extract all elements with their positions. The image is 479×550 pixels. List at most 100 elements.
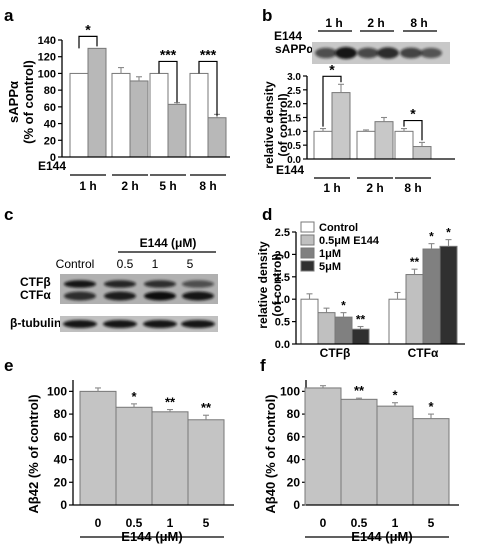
panel-e-y-tick-label: 100 (47, 384, 67, 398)
panel-b-top-time-label: 2 h (367, 16, 384, 30)
panel-a-y-tick-label: 80 (44, 85, 56, 97)
panel-d-y-axis: 0.0 0.5 1.0 1.5 2.0 2.5 (275, 227, 297, 351)
panel-a-y-tick-label: 140 (38, 35, 56, 47)
panel-a-y-tick-label: 20 (44, 135, 56, 147)
panel-b-category-label: 2 h (366, 181, 383, 195)
panel-a-category-label: 2 h (121, 179, 138, 193)
panel-d-ylabel-line2: (of control) (270, 253, 284, 316)
panel-b-treatment-label-top: E144 (274, 29, 302, 43)
panel-b-minus-bar (313, 130, 333, 160)
panel-d-significance-label: ** (356, 313, 366, 327)
panel-c-treatment-header: E144 (μM) (140, 236, 197, 250)
panel-b-blot-band (315, 47, 337, 59)
panel-e-bar (79, 390, 117, 506)
panel-a-minus-bar (149, 72, 169, 158)
panel-d-ylabel-line1: relative density (256, 241, 270, 329)
panel-c-lane-label: 1 (152, 257, 159, 271)
panel-d-series-3-bar (439, 245, 458, 345)
panel-e-category-label: 5 (203, 516, 210, 530)
panel-c-band-ctfa (144, 291, 176, 301)
panel-f-category-label: 0.5 (351, 516, 368, 530)
panel-a-plus-bar (167, 103, 187, 158)
panel-e-bar (151, 411, 189, 506)
panel-c-band-ctfa (182, 291, 214, 301)
panel-f-bar (376, 405, 414, 506)
panel-a-y-tick-label: 40 (44, 119, 56, 131)
panel-c-blot-bottom-background (60, 316, 218, 332)
panel-c-lane-label: 0.5 (117, 257, 134, 271)
panel-e-ylabel: Aβ42 (% of control) (26, 394, 41, 513)
panel-b-blot-band (377, 47, 399, 59)
panel-e-significance-label: ** (201, 400, 212, 415)
panel-b-blot-label: sAPPα (275, 42, 314, 56)
panel-e-category-label: 1 (167, 516, 174, 530)
panel-c-band-ctfb (144, 280, 176, 288)
panel-f-x-labels: 0 0.5 1 5 (305, 516, 449, 538)
panel-e-y-tick-label: 40 (54, 453, 68, 467)
panel-b-letter: b (262, 6, 272, 25)
panel-b-ylabel-line2: (of control) (276, 93, 290, 156)
panel-b-ylabel: relative density (of control) (262, 81, 290, 169)
panel-c-band-tubulin (181, 320, 215, 328)
panel-c-band-label-ctfb: CTFβ (20, 275, 51, 289)
panel-d-y-tick-label: 0.5 (275, 317, 290, 329)
panel-c-lane-label: 5 (187, 257, 194, 271)
panel-b-blot-band (335, 47, 357, 59)
panel-d: d relative density (of control) 0.0 0.5 1.… (256, 205, 465, 360)
panel-b-y-tick-label: 1.5 (287, 114, 301, 125)
panel-b-y-tick-label: 0.5 (287, 141, 301, 152)
panel-a-y-tick-label: 100 (38, 68, 56, 80)
panel-b-plus-bar (412, 146, 432, 160)
panel-c-lane-label: Control (56, 257, 95, 271)
panel-b-y-tick-label: 3.0 (287, 72, 301, 83)
panel-d-legend-label: 1μM (319, 248, 341, 260)
panel-a-category-label: 5 h (159, 179, 176, 193)
panel-b-ylabel-line1: relative density (262, 81, 276, 169)
panel-e-xlabel: E144 (μM) (121, 529, 182, 544)
panel-f-bar (340, 398, 378, 506)
panel-e-x-labels: 0 0.5 1 5 (80, 516, 224, 538)
panel-d-legend-swatch (300, 221, 315, 233)
panel-b-top-time-label: 1 h (325, 16, 342, 30)
panel-d-legend-label: Control (319, 222, 358, 234)
panel-a-letter: a (4, 6, 14, 25)
panel-a-y-tick-label: 120 (38, 52, 56, 64)
panel-f-y-tick-label: 40 (287, 453, 301, 467)
panel-f-bars: ** ** (304, 383, 459, 506)
panel-f-y-tick-label: 0 (293, 498, 300, 512)
panel-f-ylabel: Aβ40 (% of control) (263, 394, 278, 513)
panel-d-y-tick-label: 2.0 (275, 249, 290, 261)
panel-d-significance-label: * (341, 299, 346, 313)
panel-a-ylabel: sAPPα (% of control) (6, 60, 36, 144)
panel-c-letter: c (4, 205, 13, 224)
panel-d-legend-label: 5μM (319, 261, 341, 273)
panel-c-band-ctfa (64, 291, 96, 301)
panel-b-y-tick-label: 0.0 (287, 155, 301, 166)
panel-e-y-tick-label: 20 (54, 475, 68, 489)
panel-c-band-label-ctfa: CTFα (20, 288, 51, 302)
panel-b-western-blot: 1 h 2 h 8 h (312, 16, 450, 64)
panel-e-significance-label: ** (165, 395, 176, 410)
panel-a-bars: **** *** (62, 21, 230, 158)
panel-a-significance-bracket (158, 60, 178, 103)
panel-f-letter: f (260, 356, 266, 375)
panel-e-y-tick-label: 60 (54, 430, 68, 444)
panel-b-y-axis: 0.0 0.5 1.0 1.5 2.0 2.5 3.0 (287, 72, 308, 166)
panel-d-category-label: CTFα (408, 346, 439, 360)
panel-c: c E144 (μM) Control 0.5 1 5 CTFβ CTFα β-tub… (4, 205, 218, 332)
panel-c-band-tubulin (103, 320, 137, 328)
panel-a-category-label: 8 h (199, 179, 216, 193)
panel-b-top-time-label: 8 h (410, 16, 427, 30)
panel-a-x-labels: 1 h 2 h 5 h 8 h (70, 174, 226, 193)
panel-b-minus-bar (356, 130, 376, 160)
panel-c-band-tubulin (63, 320, 97, 328)
panel-c-band-label-tubulin: β-tubulin (10, 316, 61, 330)
panel-b-y-tick-label: 2.0 (287, 100, 301, 111)
panel-e-significance-label: * (131, 389, 137, 404)
panel-e-y-tick-label: 80 (54, 407, 68, 421)
panel-d-legend-label: 0.5μM E144 (319, 235, 380, 247)
panel-b-significance-label: * (329, 61, 335, 77)
panel-a-plus-bar (207, 117, 227, 158)
